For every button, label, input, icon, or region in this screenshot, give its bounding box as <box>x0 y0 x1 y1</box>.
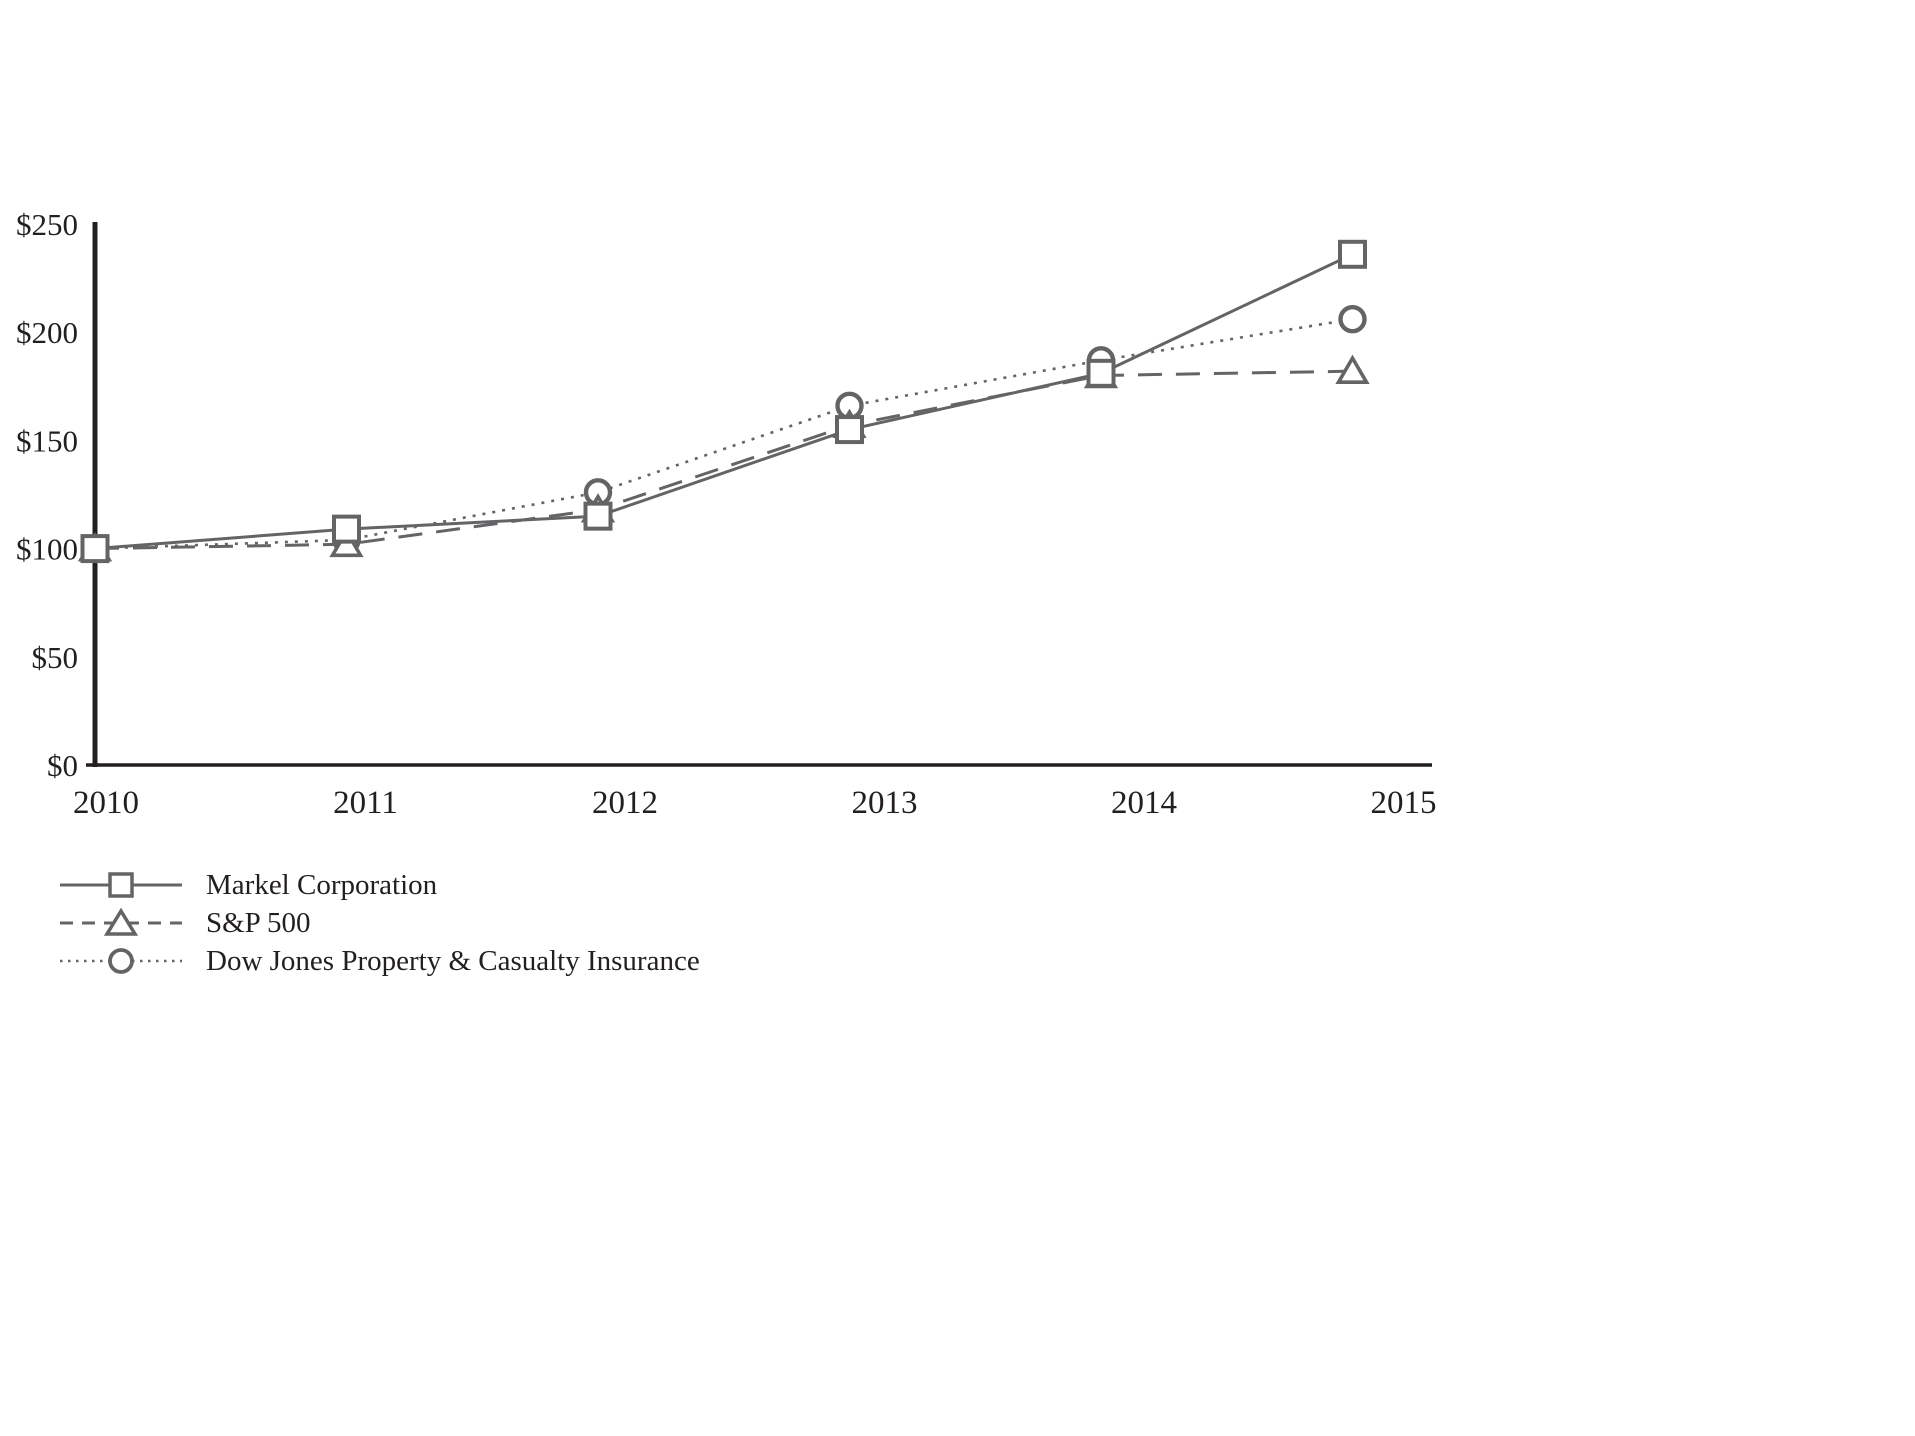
y-tick-label: $100 <box>16 532 78 567</box>
y-tick-label: $250 <box>16 207 78 242</box>
legend-item-dowjones: Dow Jones Property & Casualty Insurance <box>58 942 700 980</box>
series-line-2 <box>94 317 1353 550</box>
y-tick-label: $200 <box>16 315 78 350</box>
square-marker-icon <box>80 534 110 564</box>
y-tick-label: $0 <box>47 748 78 783</box>
chart-legend: Markel Corporation S&P 500 Dow Jones Pro… <box>58 866 700 980</box>
x-tick-label: 2013 <box>852 785 918 821</box>
legend-item-sp500: S&P 500 <box>58 904 700 942</box>
x-tick-label: 2010 <box>73 785 139 821</box>
square-marker-icon <box>583 501 613 531</box>
dashed-line-triangle-marker-icon <box>60 908 182 936</box>
circle-marker-icon <box>1338 305 1367 334</box>
series-line-1 <box>94 369 1353 551</box>
dotted-line-circle-marker-icon <box>60 948 182 974</box>
series-line-0 <box>94 252 1354 551</box>
legend-label-markel: Markel Corporation <box>206 868 438 901</box>
legend-label-dowjones: Dow Jones Property & Casualty Insurance <box>206 944 700 977</box>
legend-item-markel: Markel Corporation <box>58 866 700 904</box>
triangle-marker-icon <box>1335 354 1370 384</box>
square-marker-icon <box>1338 239 1367 269</box>
square-marker-icon <box>1086 358 1116 388</box>
x-tick-label: 2015 <box>1371 785 1437 821</box>
square-marker-icon <box>835 415 864 445</box>
solid-line-square-marker-icon <box>60 872 182 898</box>
square-marker-icon <box>332 514 361 544</box>
y-tick-label: $50 <box>32 640 79 675</box>
x-tick-label: 2012 <box>592 785 658 821</box>
x-tick-label: 2011 <box>333 785 398 821</box>
x-tick-label: 2014 <box>1111 785 1177 821</box>
y-tick-label: $150 <box>16 423 78 458</box>
legend-label-sp500: S&P 500 <box>206 906 311 939</box>
